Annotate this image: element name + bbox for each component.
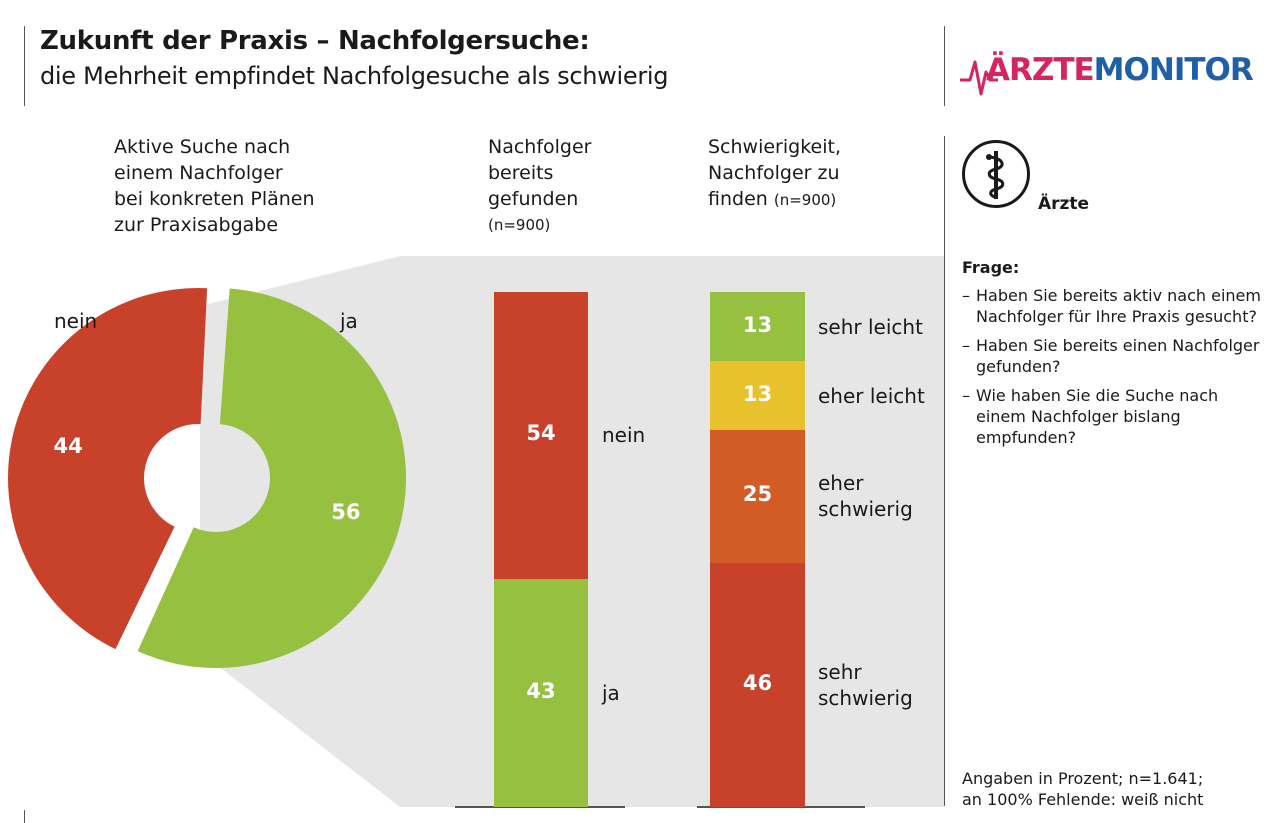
bar2-segment-sehr-schwierig [710, 562, 805, 807]
bar2-heading-line-text: finden [708, 188, 768, 210]
bar2-heading: Schwierigkeit, Nachfolger zu finden (n=9… [708, 134, 841, 213]
bar1-sample-size: (n=900) [488, 216, 551, 234]
left-edge-tick [24, 810, 25, 823]
bar1-segment-nein [494, 292, 588, 579]
footnote-line: Angaben in Prozent; n=1.641; [962, 769, 1204, 788]
question-item: Haben Sie bereits einen Nachfolger gefun… [962, 335, 1262, 377]
staff-snake-icon [986, 151, 1005, 199]
bar1-heading-line: bereits [488, 162, 554, 184]
bar2-value-eher-schwierig: 25 [742, 482, 773, 507]
audience-label: Ärzte [1038, 194, 1090, 214]
bar2-value-sehr-schwierig: 46 [742, 670, 773, 695]
donut-label-ja: ja [340, 309, 358, 333]
bar1-segment-ja [494, 578, 588, 807]
donut-chart: 56 44 [7, 288, 406, 668]
donut-slice-nein [7, 288, 208, 650]
bar2-segment-eher-leicht [710, 361, 805, 431]
donut-value-ja: 56 [331, 500, 360, 524]
bar2-label-sehr-leicht: sehr leicht [818, 314, 923, 339]
bar1-label-nein: nein [602, 423, 646, 448]
pie-heading-line: zur Praxisabgabe [114, 214, 279, 236]
donut-slice-ja [137, 288, 406, 668]
page-subtitle: die Mehrheit empfindet Nachfolgesuche al… [40, 62, 669, 90]
bar2-heading-line: Schwierigkeit, [708, 136, 841, 158]
bar2-heading-line: Nachfolger zu [708, 162, 840, 184]
aesculapius-icon [962, 140, 1030, 208]
question-list: Haben Sie bereits aktiv nach einem Nachf… [962, 285, 1262, 456]
bar1-label-ja: ja [602, 680, 620, 705]
logo-text: ÄRZTEMONITOR [986, 52, 1254, 88]
bar2-heading-line: finden (n=900) [708, 186, 841, 213]
pie-heading-line: einem Nachfolger [114, 162, 283, 184]
donut-value-nein: 44 [53, 434, 82, 458]
bar1-heading: Nachfolger bereits gefunden (n=900) [488, 134, 592, 238]
donut-label-nein: nein [54, 309, 98, 333]
logo-text-aerzte: ÄRZTE [986, 52, 1095, 88]
left-edge-rule [24, 26, 25, 106]
pie-heading-line: Aktive Suche nach [114, 136, 291, 158]
question-header: Frage: [962, 258, 1020, 277]
pie-heading: Aktive Suche nach einem Nachfolger bei k… [114, 134, 315, 238]
bar2-value-sehr-leicht: 13 [742, 312, 773, 337]
bar2-label-sehr-schwierig: sehr schwierig [818, 659, 913, 710]
bar1-heading-line: Nachfolger [488, 136, 592, 158]
footnote: Angaben in Prozent; n=1.641; an 100% Feh… [962, 768, 1262, 810]
bar1-heading-line: gefunden [488, 188, 579, 210]
aerztemonitor-logo: ÄRZTEMONITOR [958, 50, 1254, 104]
question-item: Wie haben Sie die Suche nach einem Nachf… [962, 385, 1262, 448]
footnote-line: an 100% Fehlende: weiß nicht [962, 790, 1204, 809]
header-divider [944, 26, 945, 106]
page-title: Zukunft der Praxis – Nachfolgersuche: [40, 26, 590, 56]
bar1-value-nein: 54 [526, 421, 556, 446]
bar2-segment-eher-schwierig [710, 430, 805, 563]
bar1-value-ja: 43 [526, 678, 556, 703]
bar2-sample-size: (n=900) [773, 191, 837, 209]
bar2-label-eher-leicht: eher leicht [818, 383, 925, 408]
sidebar-divider [944, 136, 945, 806]
heartbeat-icon [960, 60, 998, 96]
bar2-label-eher-schwierig: eher schwierig [818, 471, 913, 522]
question-item: Haben Sie bereits aktiv nach einem Nachf… [962, 285, 1262, 327]
pie-heading-line: bei konkreten Plänen [114, 188, 315, 210]
logo-text-monitor: MONITOR [1093, 52, 1254, 88]
bar2-segment-sehr-leicht [710, 292, 805, 362]
bar2-value-eher-leicht: 13 [742, 381, 773, 406]
